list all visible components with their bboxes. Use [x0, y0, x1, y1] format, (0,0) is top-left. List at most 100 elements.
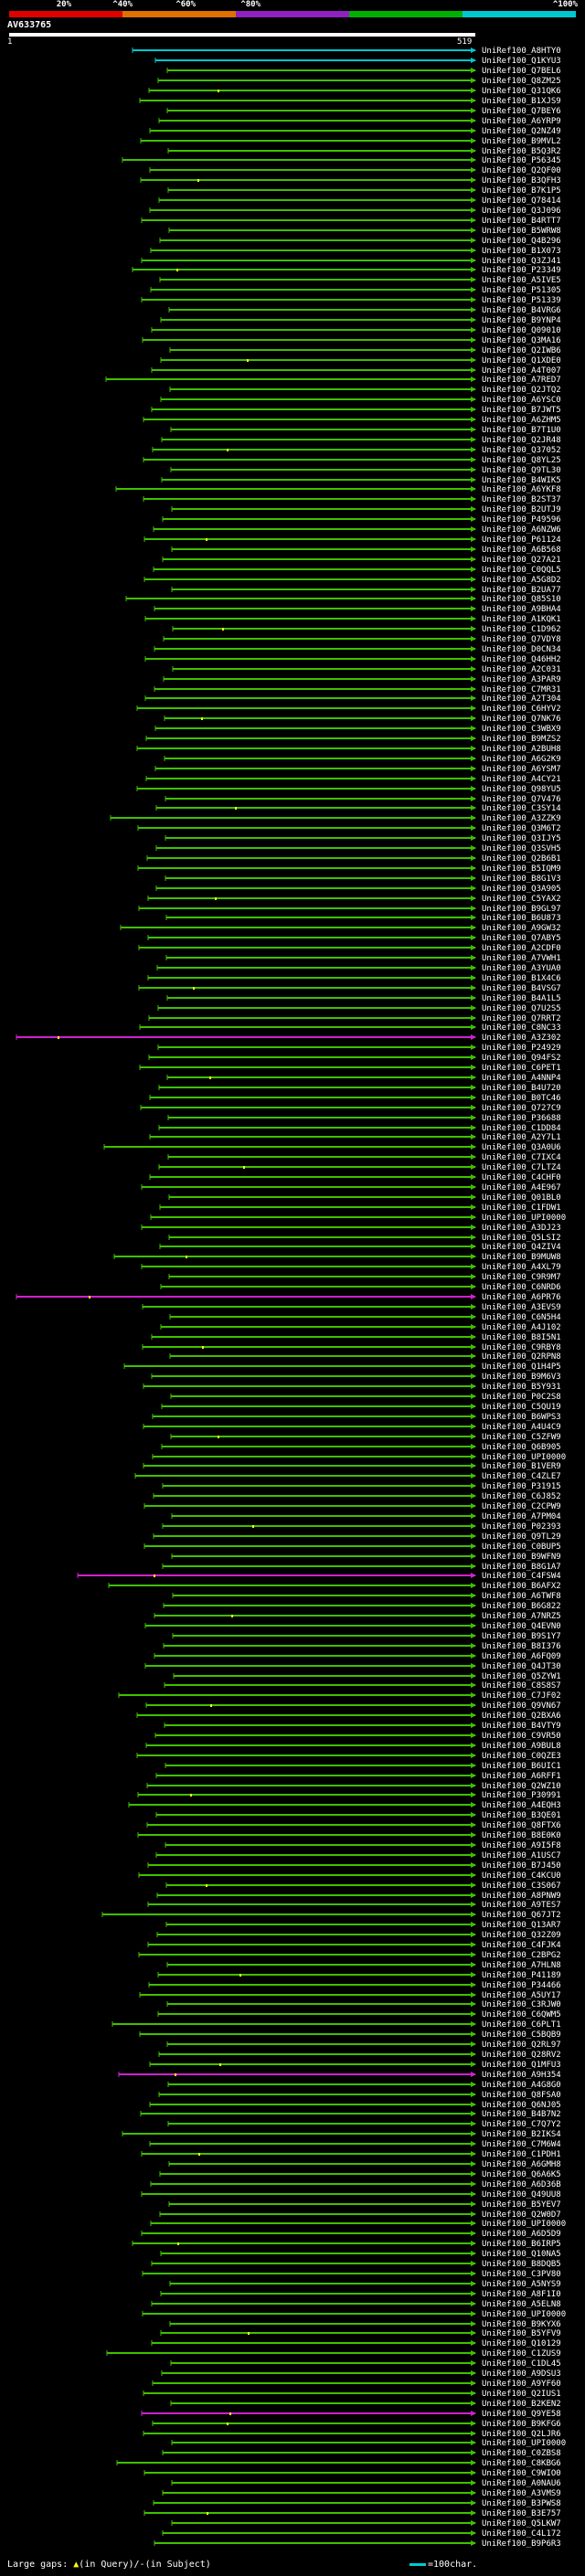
hit-label[interactable]: UniRef100_Q94FS2: [482, 1054, 561, 1063]
hit-label[interactable]: UniRef100_C9R9M7: [482, 1273, 561, 1282]
hit-label[interactable]: UniRef100_Q4ZIV4: [482, 1243, 561, 1252]
hit-label[interactable]: UniRef100_A2Y7L1: [482, 1133, 561, 1142]
hit-label[interactable]: UniRef100_Q9TL29: [482, 1532, 561, 1542]
hit-label[interactable]: UniRef100_A4EQH3: [482, 1801, 561, 1810]
hit-label[interactable]: UniRef100_B8I376: [482, 1642, 561, 1651]
hit-label[interactable]: UniRef100_A6FQ09: [482, 1652, 561, 1661]
hit-label[interactable]: UniRef100_Q6NJ05: [482, 2101, 561, 2110]
hit-label[interactable]: UniRef100_A6PR76: [482, 1293, 561, 1302]
hit-label[interactable]: UniRef100_A9BUL8: [482, 1742, 561, 1751]
hit-label[interactable]: UniRef100_Q28RV2: [482, 2051, 561, 2060]
hit-label[interactable]: UniRef100_A4G8G0: [482, 2081, 561, 2090]
hit-label[interactable]: UniRef100_A5IVE5: [482, 276, 561, 285]
hit-label[interactable]: UniRef100_B4B7N2: [482, 2110, 561, 2119]
hit-label[interactable]: UniRef100_A4XL79: [482, 1263, 561, 1272]
hit-label[interactable]: UniRef100_P02393: [482, 1522, 561, 1532]
hit-label[interactable]: UniRef100_Q3A905: [482, 885, 561, 894]
hit-label[interactable]: UniRef100_Q8ZM25: [482, 77, 561, 86]
hit-label[interactable]: UniRef100_C6N5H4: [482, 1313, 561, 1322]
hit-label[interactable]: UniRef100_Q7V476: [482, 795, 561, 804]
hit-label[interactable]: UniRef100_Q4EVN0: [482, 1622, 561, 1631]
hit-label[interactable]: UniRef100_A1KQK1: [482, 615, 561, 624]
hit-label[interactable]: UniRef100_D0CN34: [482, 645, 561, 654]
hit-label[interactable]: UniRef100_P31915: [482, 1482, 561, 1491]
hit-label[interactable]: UniRef100_Q67JT2: [482, 1911, 561, 1920]
hit-label[interactable]: UniRef100_A7VWH1: [482, 954, 561, 963]
hit-label[interactable]: UniRef100_Q2IUS1: [482, 2390, 561, 2399]
hit-label[interactable]: UniRef100_Q2RL97: [482, 2041, 561, 2050]
hit-label[interactable]: UniRef100_A6YRP9: [482, 117, 561, 126]
hit-label[interactable]: UniRef100_P23349: [482, 266, 561, 275]
hit-label[interactable]: UniRef100_B5YEV7: [482, 2200, 561, 2210]
hit-label[interactable]: UniRef100_C4KCU0: [482, 1871, 561, 1881]
hit-label[interactable]: UniRef100_B3QE01: [482, 1811, 561, 1820]
hit-label[interactable]: UniRef100_A5G8D2: [482, 576, 561, 585]
hit-label[interactable]: UniRef100_Q9VN67: [482, 1701, 561, 1711]
hit-label[interactable]: UniRef100_B9MVL2: [482, 137, 561, 146]
hit-label[interactable]: UniRef100_A4U4C9: [482, 1423, 561, 1432]
hit-label[interactable]: UniRef100_C9VR50: [482, 1732, 561, 1741]
hit-label[interactable]: UniRef100_A4T007: [482, 366, 561, 376]
hit-label[interactable]: UniRef100_B6G822: [482, 1602, 561, 1611]
hit-label[interactable]: UniRef100_Q2W0D7: [482, 2210, 561, 2220]
hit-label[interactable]: UniRef100_Q37052: [482, 446, 561, 455]
hit-label[interactable]: UniRef100_Q3IJY5: [482, 834, 561, 843]
hit-label[interactable]: UniRef100_B4RTT7: [482, 217, 561, 226]
hit-label[interactable]: UniRef100_B6AFX2: [482, 1582, 561, 1591]
hit-label[interactable]: UniRef100_Q7U2S5: [482, 1004, 561, 1013]
hit-label[interactable]: UniRef100_A6D36B: [482, 2180, 561, 2189]
hit-label[interactable]: UniRef100_A9TES7: [482, 1901, 561, 1910]
hit-label[interactable]: UniRef100_Q27A21: [482, 556, 561, 565]
hit-label[interactable]: UniRef100_C3S067: [482, 1882, 561, 1891]
hit-label[interactable]: UniRef100_C6J852: [482, 1492, 561, 1501]
hit-label[interactable]: UniRef100_B9S1Y7: [482, 1632, 561, 1641]
hit-label[interactable]: UniRef100_C8KBG6: [482, 2459, 561, 2468]
hit-label[interactable]: UniRef100_Q7ABY5: [482, 934, 561, 943]
hit-label[interactable]: UniRef100_C4FSW4: [482, 1572, 561, 1581]
hit-label[interactable]: UniRef100_C1DL45: [482, 2359, 561, 2369]
hit-label[interactable]: UniRef100_C7Q7Y2: [482, 2120, 561, 2129]
hit-label[interactable]: UniRef100_B1X073: [482, 247, 561, 256]
hit-label[interactable]: UniRef100_P0C2S8: [482, 1393, 561, 1402]
hit-label[interactable]: UniRef100_A3VMS9: [482, 2489, 561, 2498]
hit-label[interactable]: UniRef100_B5Y931: [482, 1383, 561, 1392]
hit-label[interactable]: UniRef100_B5IQM9: [482, 864, 561, 874]
hit-label[interactable]: UniRef100_A9I5F8: [482, 1841, 561, 1850]
hit-label[interactable]: UniRef100_C7LTZ4: [482, 1163, 561, 1172]
hit-label[interactable]: UniRef100_B9MUW8: [482, 1253, 561, 1262]
hit-label[interactable]: UniRef100_Q6A6K5: [482, 2170, 561, 2179]
hit-label[interactable]: UniRef100_A9DSU3: [482, 2369, 561, 2379]
hit-label[interactable]: UniRef100_B9MZS2: [482, 735, 561, 744]
hit-label[interactable]: UniRef100_B5YFV9: [482, 2329, 561, 2338]
hit-label[interactable]: UniRef100_A9YF60: [482, 2380, 561, 2389]
hit-label[interactable]: UniRef100_Q01BL0: [482, 1193, 561, 1203]
hit-label[interactable]: UniRef100_UPI0000: [482, 2220, 566, 2229]
hit-label[interactable]: UniRef100_C6PLT1: [482, 2020, 561, 2030]
hit-label[interactable]: UniRef100_Q49UU8: [482, 2190, 561, 2200]
hit-label[interactable]: UniRef100_Q1KYU3: [482, 57, 561, 66]
hit-label[interactable]: UniRef100_P30991: [482, 1791, 561, 1800]
hit-label[interactable]: UniRef100_P51339: [482, 296, 561, 305]
hit-label[interactable]: UniRef100_Q3A0U6: [482, 1143, 561, 1152]
hit-label[interactable]: UniRef100_Q7VDY8: [482, 635, 561, 644]
hit-label[interactable]: UniRef100_B8I5N1: [482, 1333, 561, 1342]
hit-label[interactable]: UniRef100_B4VTY9: [482, 1722, 561, 1731]
hit-label[interactable]: UniRef100_Q9YE58: [482, 2410, 561, 2419]
hit-label[interactable]: UniRef100_C7JF02: [482, 1691, 561, 1701]
hit-label[interactable]: UniRef100_Q5LKW7: [482, 2519, 561, 2528]
hit-label[interactable]: UniRef100_Q9TL30: [482, 466, 561, 475]
hit-label[interactable]: UniRef100_C8S8S7: [482, 1681, 561, 1691]
hit-label[interactable]: UniRef100_Q727C9: [482, 1104, 561, 1113]
hit-label[interactable]: UniRef100_B7J450: [482, 1861, 561, 1871]
hit-label[interactable]: UniRef100_C3WBX9: [482, 725, 561, 734]
hit-label[interactable]: UniRef100_B4U720: [482, 1084, 561, 1093]
hit-label[interactable]: UniRef100_A4NNP4: [482, 1074, 561, 1083]
hit-label[interactable]: UniRef100_Q3SVH5: [482, 844, 561, 853]
hit-label[interactable]: UniRef100_Q3MA16: [482, 336, 561, 345]
hit-label[interactable]: UniRef100_B2KEN2: [482, 2400, 561, 2409]
hit-label[interactable]: UniRef100_C2BPG2: [482, 1951, 561, 1960]
hit-label[interactable]: UniRef100_Q2IWB6: [482, 346, 561, 355]
hit-label[interactable]: UniRef100_A9GW32: [482, 924, 561, 933]
hit-label[interactable]: UniRef100_P24929: [482, 1044, 561, 1053]
hit-label[interactable]: UniRef100_B8G1V3: [482, 875, 561, 884]
